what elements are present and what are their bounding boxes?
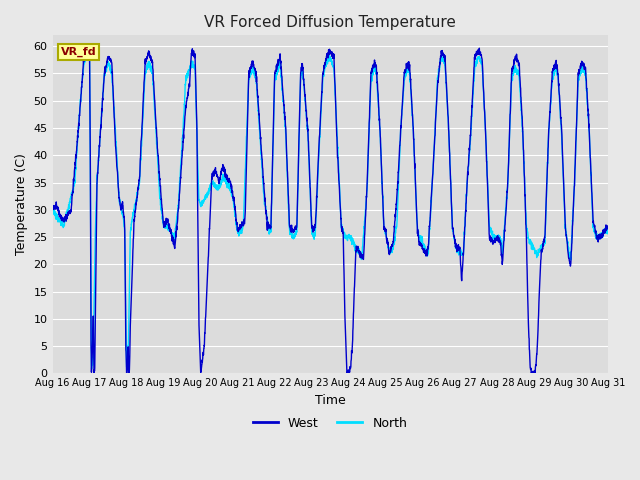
Title: VR Forced Diffusion Temperature: VR Forced Diffusion Temperature [204, 15, 456, 30]
Text: VR_fd: VR_fd [61, 47, 97, 58]
X-axis label: Time: Time [315, 394, 346, 407]
Legend: West, North: West, North [248, 412, 412, 435]
Y-axis label: Temperature (C): Temperature (C) [15, 154, 28, 255]
